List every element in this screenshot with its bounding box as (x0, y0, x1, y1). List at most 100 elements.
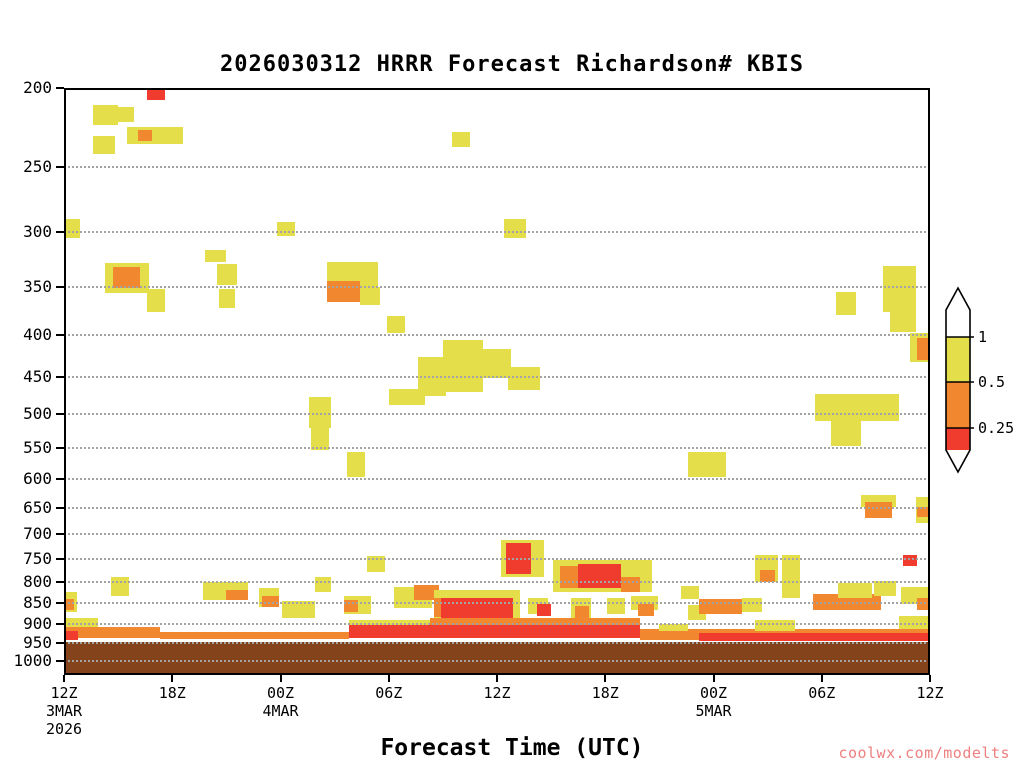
gridline (64, 286, 930, 289)
heatmap-cell (64, 219, 81, 239)
terrain-fill (64, 642, 930, 675)
gridline (64, 375, 930, 378)
gridline (64, 580, 930, 583)
y-axis-tick (56, 478, 64, 481)
heatmap-cell (64, 599, 74, 610)
heatmap-cell (861, 494, 896, 507)
x-axis-year-label: 2026 (45, 720, 83, 738)
heatmap-cell (442, 340, 483, 393)
y-axis-tick (56, 375, 64, 378)
x-axis-tick (712, 675, 715, 682)
y-axis-label: 300 (23, 222, 52, 242)
heatmap-cell (359, 287, 380, 306)
heatmap-cell (217, 264, 238, 286)
heatmap-cell (309, 396, 331, 429)
plot-border (64, 88, 930, 675)
gridline (64, 660, 930, 663)
y-axis-tick (56, 557, 64, 560)
heatmap-cell (441, 597, 514, 618)
y-axis-label: 250 (23, 157, 52, 177)
heatmap-cell (388, 389, 425, 405)
x-axis-date-label: 3MAR (45, 702, 83, 720)
heatmap-cell (127, 126, 184, 144)
heatmap-cell (836, 292, 857, 315)
heatmap-cell (874, 581, 896, 596)
colorbar-top-cap (946, 288, 970, 310)
colorbar-segment-1 (946, 337, 970, 382)
gridline (64, 533, 930, 536)
y-axis-label: 200 (23, 78, 52, 97)
y-axis-label: 800 (23, 571, 52, 591)
colorbar-outline (945, 286, 971, 474)
colorbar-segment-above-1 (946, 310, 970, 337)
x-axis-tick (496, 675, 498, 682)
x-axis-date-label: 5MAR (695, 702, 732, 720)
y-axis-tick (56, 660, 64, 663)
heatmap-cell (607, 597, 626, 614)
y-axis-tick (56, 641, 64, 644)
colorbar-label-0-25: 0.25 (978, 419, 1014, 437)
heatmap-cell (64, 631, 79, 641)
heatmap-cell (349, 625, 640, 638)
y-axis-label: 700 (23, 524, 52, 544)
y-axis-label: 950 (23, 632, 52, 652)
x-axis-tick (279, 675, 282, 682)
y-axis-tick (56, 447, 64, 450)
heatmap-cell (890, 311, 916, 333)
heatmap-cell (742, 597, 763, 612)
heatmap-cell (536, 603, 552, 616)
heatmap-cell (276, 221, 295, 236)
gridline (64, 413, 930, 416)
heatmap-cell (314, 577, 331, 593)
heatmap-cell (760, 570, 775, 582)
y-axis-label: 450 (23, 366, 52, 386)
colorbar-bottom-cap (946, 450, 970, 472)
heatmap-cell (902, 555, 918, 567)
x-axis-tick (929, 675, 931, 682)
y-axis-tick (56, 622, 64, 625)
heatmap-cell (830, 417, 862, 446)
y-axis-tick (56, 286, 64, 289)
heatmap-cell (883, 266, 916, 312)
x-axis-tick-label: 00Z (266, 684, 295, 702)
heatmap-cell (226, 589, 249, 600)
heatmap-cell (504, 219, 526, 239)
heatmap-cell (64, 627, 160, 638)
y-axis-label: 850 (23, 593, 52, 613)
heatmap-cell (451, 131, 470, 147)
heatmap-cell (327, 281, 360, 303)
heatmap-cell (578, 564, 622, 589)
heatmap-cell (219, 289, 236, 308)
gridline (64, 506, 930, 509)
heatmap-cell (430, 617, 640, 628)
heatmap-cell (347, 452, 366, 478)
y-axis-label: 750 (23, 548, 52, 568)
heatmap-cell (659, 623, 689, 632)
x-axis-tick-label: 12Z (916, 684, 944, 702)
x-axis-tick (820, 675, 823, 682)
colorbar: 1 0.5 0.25 (944, 286, 1024, 478)
gridline (64, 447, 930, 450)
heatmap-cell (433, 598, 445, 618)
heatmap-cell (917, 506, 930, 518)
y-axis-tick (56, 333, 64, 336)
colorbar-label-0-5: 0.5 (978, 373, 1005, 391)
heatmap-cell (386, 315, 405, 333)
y-axis-label: 1000 (13, 651, 52, 671)
colorbar-segment-0-5 (946, 382, 970, 428)
y-axis-tick (56, 413, 64, 416)
gridline (64, 478, 930, 481)
y-axis-label: 550 (23, 438, 52, 458)
heatmap-cell (146, 289, 166, 312)
x-axis-tick-label: 18Z (158, 684, 186, 702)
heatmap-cell (917, 338, 930, 360)
heatmap-cell (507, 367, 541, 390)
heatmap-cell (899, 615, 930, 630)
colorbar-segment-0-25 (946, 428, 970, 450)
heatmap-cell (688, 452, 727, 478)
watermark: coolwx.com/modelts (838, 744, 1010, 762)
x-axis-tick-label: 12Z (50, 684, 78, 702)
heatmap-cell (414, 585, 440, 600)
heatmap-cell (367, 556, 386, 572)
y-axis-label: 600 (23, 469, 52, 489)
